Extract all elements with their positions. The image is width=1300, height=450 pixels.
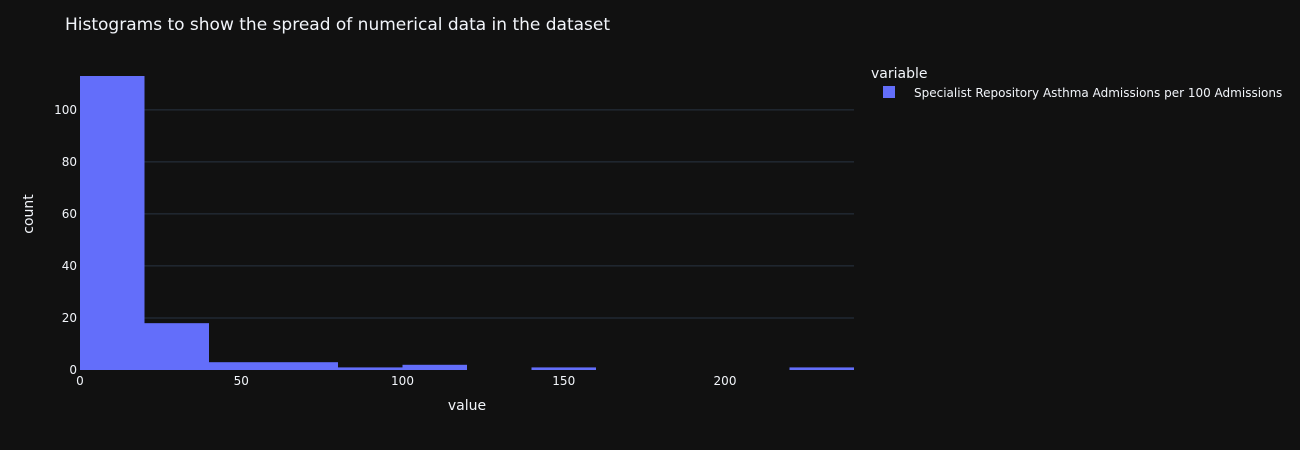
y-axis-ticks: 0 20 40 60 80 100	[54, 103, 77, 377]
histogram-bar[interactable]	[273, 362, 339, 370]
y-tick-label: 100	[54, 103, 77, 117]
legend-label: Specialist Repository Asthma Admissions …	[914, 86, 1282, 100]
y-tick-label: 80	[62, 155, 77, 169]
chart-title: Histograms to show the spread of numeric…	[65, 15, 610, 35]
y-tick-label: 60	[62, 207, 77, 221]
legend-swatch	[883, 86, 895, 98]
histogram-bar[interactable]	[531, 367, 597, 370]
y-axis-title: count	[21, 194, 37, 234]
x-axis-title: value	[448, 398, 486, 414]
histogram-bar[interactable]	[402, 364, 468, 370]
histogram-bar[interactable]	[338, 367, 403, 370]
x-tick-label: 200	[714, 374, 737, 388]
x-axis-ticks: 0 50 100 150 200	[76, 374, 736, 388]
histogram-bar[interactable]	[789, 367, 855, 370]
legend: variable Specialist Repository Asthma Ad…	[871, 66, 1282, 100]
x-tick-label: 100	[391, 374, 414, 388]
legend-title: variable	[871, 66, 927, 82]
histogram-bars	[80, 76, 854, 370]
histogram-bar[interactable]	[209, 362, 274, 370]
y-tick-label: 40	[62, 259, 77, 273]
legend-item[interactable]: Specialist Repository Asthma Admissions …	[883, 86, 1282, 100]
histogram-bar[interactable]	[80, 76, 145, 370]
x-tick-label: 50	[234, 374, 249, 388]
x-tick-label: 150	[552, 374, 575, 388]
histogram-bar[interactable]	[144, 323, 210, 370]
x-tick-label: 0	[76, 374, 84, 388]
gridlines	[80, 109, 854, 319]
y-tick-label: 20	[62, 311, 77, 325]
y-tick-label: 0	[69, 363, 77, 377]
